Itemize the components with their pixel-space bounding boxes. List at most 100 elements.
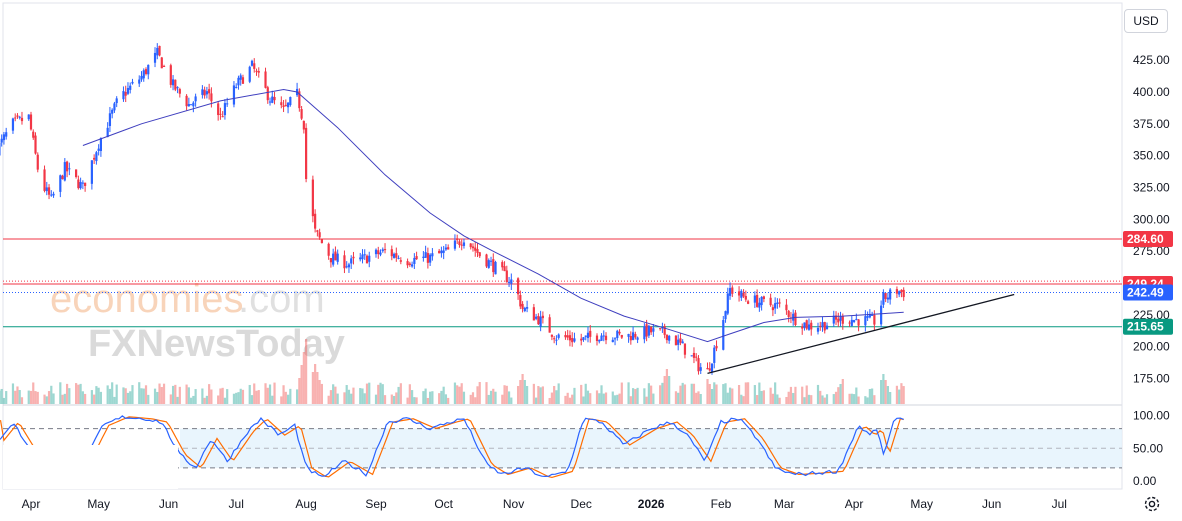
candle-body (327, 243, 330, 256)
volume-bar (334, 386, 337, 404)
support-trendline[interactable] (707, 293, 1015, 375)
candle-body (426, 253, 429, 263)
candle-body (95, 152, 98, 162)
volume-bar (659, 385, 662, 404)
volume-bar (485, 382, 488, 404)
candle-body (97, 148, 100, 151)
volume-bar (408, 384, 411, 404)
volume-bar (519, 380, 522, 404)
price-badge-bg (1123, 230, 1173, 247)
candle-body (839, 316, 842, 321)
candle-body (503, 266, 506, 272)
volume-bar (722, 384, 725, 404)
volume-bar (374, 394, 378, 404)
volume-bar (884, 380, 887, 404)
candle-body (106, 127, 109, 138)
candle-body (194, 96, 197, 102)
candle-body (568, 335, 572, 341)
volume-bar (295, 389, 299, 404)
volume-bar (187, 387, 190, 404)
volume-bar (631, 388, 635, 404)
volume-bar (873, 395, 876, 404)
candle-body (424, 252, 427, 258)
candle-body (478, 252, 481, 257)
watermark: economies .com FXNewsToday (50, 277, 345, 365)
volume-bar (11, 383, 15, 404)
volume-bar (492, 388, 495, 404)
volume-bar (18, 390, 21, 404)
volume-bar (379, 382, 382, 404)
candle-body (79, 182, 82, 189)
volume-bar (140, 388, 143, 404)
volume-bar (32, 382, 35, 404)
candle-body (284, 104, 287, 106)
candle-body (381, 249, 384, 252)
volume-bar (162, 383, 166, 404)
volume-bar (595, 390, 599, 404)
candle-body (810, 322, 813, 330)
volume-bar (731, 388, 734, 404)
price-tick-label: 400.00 (1133, 85, 1170, 99)
volume-bar (81, 391, 84, 404)
candle-body (442, 250, 445, 253)
volume-bar (280, 396, 283, 404)
volume-bar (661, 382, 664, 404)
volume-bar (580, 384, 583, 404)
volume-bar (350, 393, 353, 404)
volume-bar (264, 383, 267, 404)
volume-bar (665, 369, 669, 404)
candle-body (726, 293, 729, 314)
volume-bar (45, 396, 48, 404)
candle-body (510, 279, 513, 284)
candle-body (589, 330, 592, 337)
volume-bar (629, 396, 632, 404)
volume-bar (289, 388, 292, 404)
volume-bar (460, 383, 463, 404)
candle-body (647, 325, 650, 336)
candle-body (268, 101, 272, 103)
volume-bar (604, 392, 608, 404)
candle-body (681, 341, 684, 344)
settings-gear-icon[interactable] (1142, 494, 1162, 514)
candle-body (819, 325, 822, 327)
volume-bar (737, 385, 741, 404)
candle-body (771, 307, 774, 311)
candle-body (634, 334, 637, 338)
volume-bar (636, 387, 639, 404)
volume-bar (645, 396, 648, 404)
candle-body (65, 161, 69, 172)
volume-bar (692, 383, 696, 404)
volume-bar (142, 388, 145, 404)
candle-body (821, 322, 824, 328)
candle-body (807, 324, 811, 330)
candle-body (697, 358, 700, 372)
currency-selector-button[interactable]: USD (1124, 9, 1168, 33)
candle-body (169, 65, 172, 85)
volume-bar (239, 388, 242, 404)
candle-body (77, 179, 80, 189)
volume-bar (652, 393, 655, 404)
volume-bar (801, 386, 804, 404)
candle-body (460, 244, 463, 246)
volume-bar (34, 391, 37, 404)
candle-body (742, 292, 745, 297)
volume-bar (535, 397, 538, 404)
volume-bar (97, 387, 100, 404)
volume-bar (866, 397, 869, 404)
volume-bar (557, 383, 560, 404)
candle-body (884, 293, 887, 299)
candle-body (379, 252, 382, 255)
volume-bar (825, 394, 829, 404)
candle-body (889, 289, 892, 300)
candle-body (762, 296, 765, 300)
candle-body (695, 356, 698, 358)
time-tick-label: Jul (1052, 497, 1067, 511)
volume-bar (458, 386, 461, 404)
candle-body (519, 295, 522, 307)
volume-bar (900, 383, 903, 404)
volume-bar (880, 380, 883, 404)
candle-body (205, 91, 208, 95)
volume-bar (99, 391, 103, 404)
candle-body (652, 328, 655, 332)
